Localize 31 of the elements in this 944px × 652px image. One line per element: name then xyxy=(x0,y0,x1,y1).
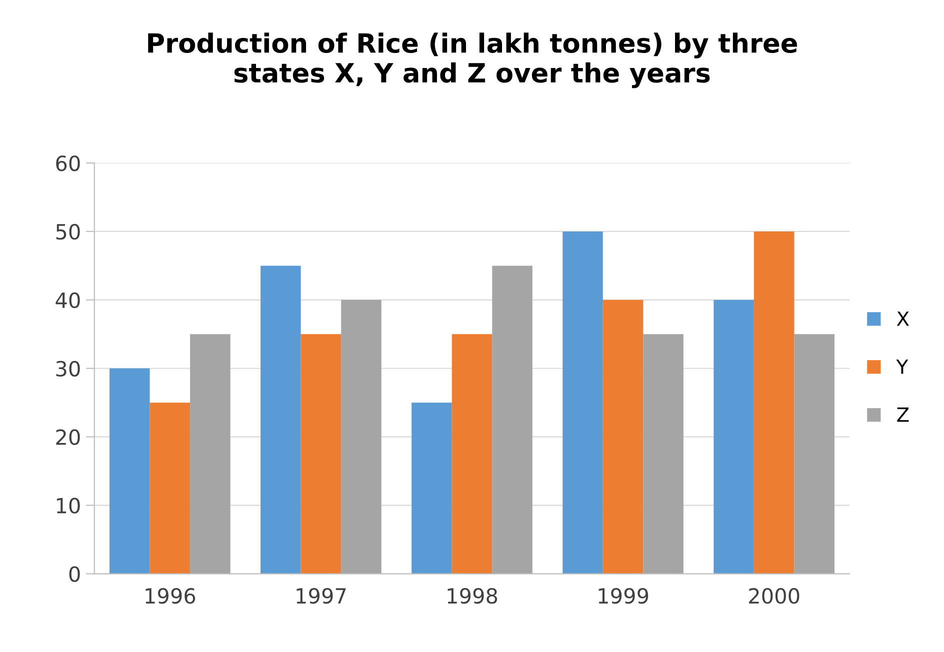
y-tick-label: 60 xyxy=(56,155,80,172)
bar xyxy=(260,266,301,574)
x-tick-label: 1997 xyxy=(296,588,346,604)
bar xyxy=(110,368,150,574)
x-tick-label: 2000 xyxy=(749,588,800,604)
legend-label: Z xyxy=(897,408,909,422)
bar xyxy=(754,231,794,574)
y-tick-label: 0 xyxy=(69,566,80,582)
bar xyxy=(794,334,834,574)
y-tick-label: 40 xyxy=(56,292,80,308)
bar xyxy=(562,231,603,574)
bar xyxy=(714,300,754,574)
x-tick-label: 1996 xyxy=(146,588,196,604)
y-tick-label: 20 xyxy=(56,429,80,446)
x-tick-label: 1998 xyxy=(448,588,498,604)
bar xyxy=(341,300,382,574)
legend-label: X xyxy=(896,312,909,326)
x-tick-label: 1999 xyxy=(598,588,648,604)
y-tick-label: 10 xyxy=(56,498,80,514)
bar xyxy=(412,402,452,574)
chart-title: Production of Rice (in lakh tonnes) by three states X, Y and Z over the years xyxy=(148,32,798,88)
bar xyxy=(150,402,190,574)
bar xyxy=(452,334,492,574)
bar xyxy=(643,334,684,574)
bar xyxy=(492,266,532,574)
bar xyxy=(300,334,342,574)
bar xyxy=(190,334,230,574)
y-tick-label: 30 xyxy=(56,360,80,377)
legend-label: Y xyxy=(896,360,908,374)
bar xyxy=(602,300,644,574)
y-tick-label: 50 xyxy=(56,224,80,240)
